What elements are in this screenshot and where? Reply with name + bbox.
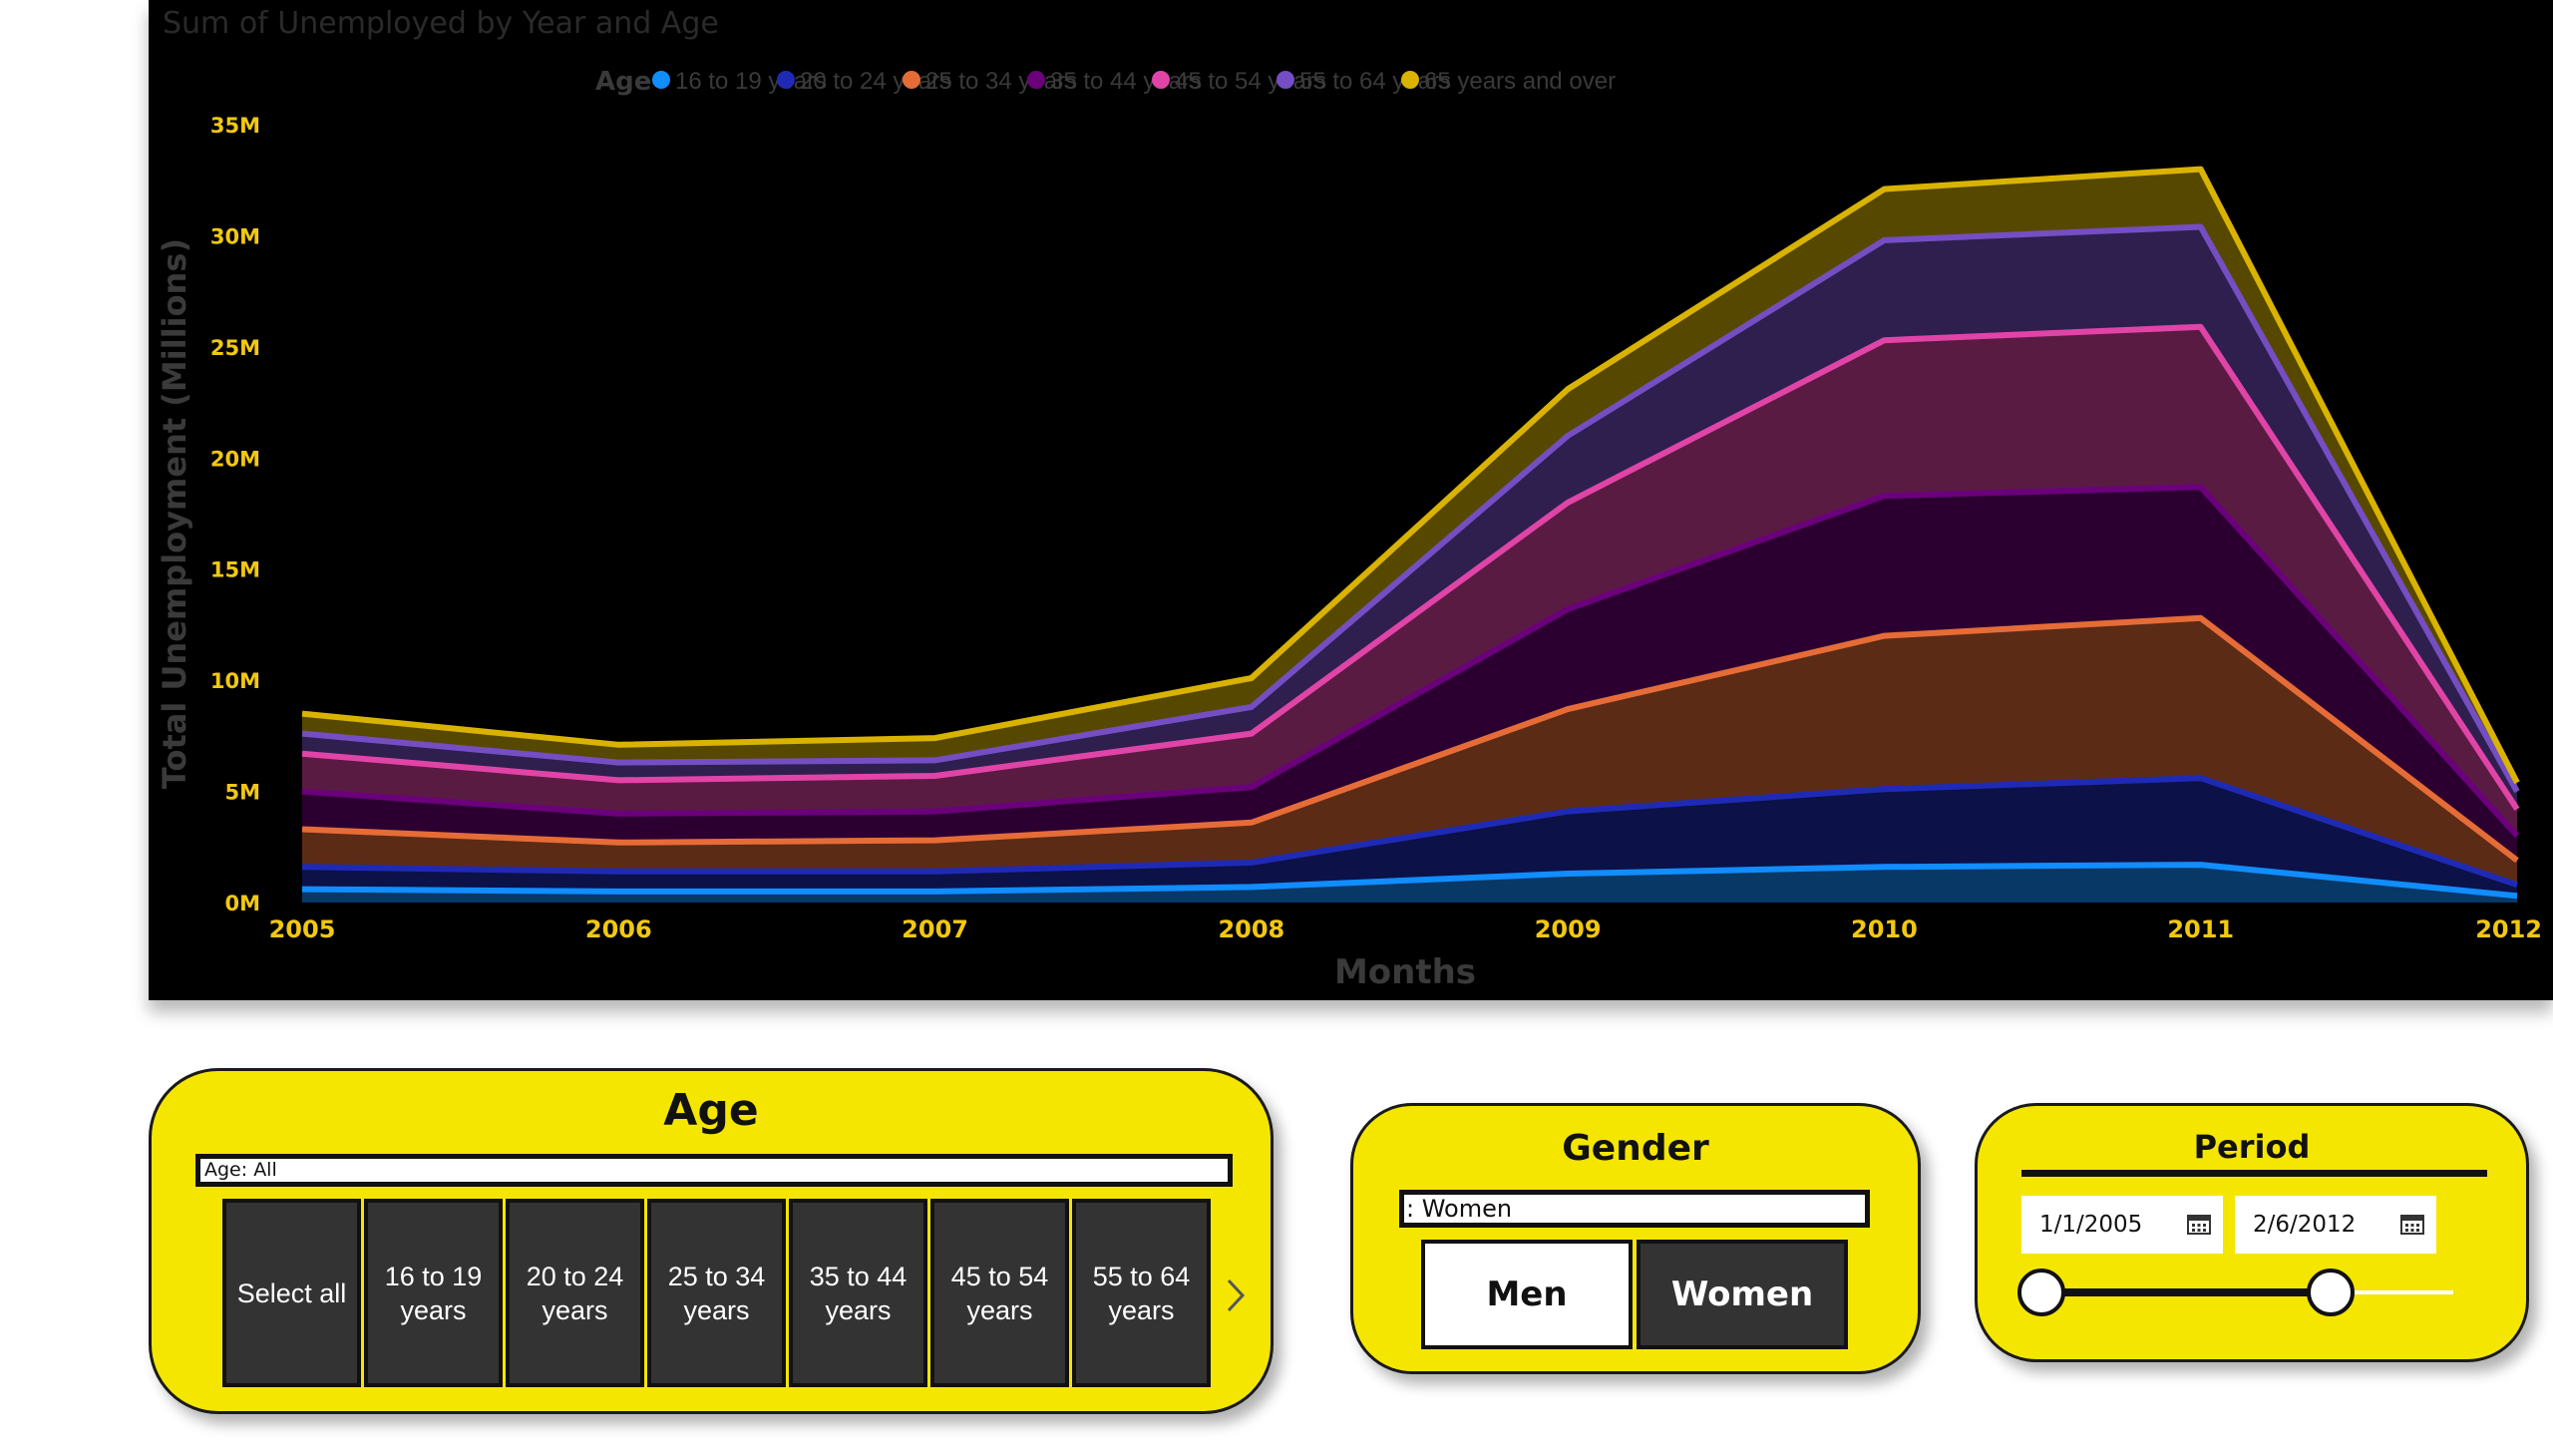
gender-tile-men[interactable]: Men bbox=[1421, 1240, 1633, 1349]
chart-title: Sum of Unemployed by Year and Age bbox=[163, 6, 719, 41]
age-tile-35-44[interactable]: 35 to 44 years bbox=[789, 1199, 927, 1387]
age-tile-16-19[interactable]: 16 to 19 years bbox=[364, 1199, 503, 1387]
period-slider-range[interactable] bbox=[2039, 1288, 2331, 1296]
y-tick-label: 20M bbox=[210, 447, 260, 471]
gender-filter-summary[interactable]: : Women bbox=[1399, 1190, 1870, 1228]
period-slicer: Period 1/1/2005 2/6/2012 bbox=[1975, 1103, 2529, 1362]
line-35-to-44-years[interactable] bbox=[301, 484, 2520, 839]
calendar-icon[interactable] bbox=[2187, 1213, 2211, 1235]
slider-end-handle[interactable] bbox=[2307, 1269, 2355, 1316]
gender-slicer-title: Gender bbox=[1562, 1128, 1709, 1169]
age-slicer: Age Age: All Select all 16 to 19 years 2… bbox=[149, 1068, 1274, 1414]
legend-label-25-to-34-years[interactable]: 25 to 34 years bbox=[925, 68, 1077, 95]
age-tile-20-24[interactable]: 20 to 24 years bbox=[506, 1199, 644, 1387]
x-tick-label: 2005 bbox=[269, 915, 336, 943]
age-tile-25-34[interactable]: 25 to 34 years bbox=[647, 1199, 786, 1387]
slider-start-handle[interactable] bbox=[2017, 1269, 2065, 1316]
series-lines bbox=[301, 166, 2520, 900]
x-tick-label: 2009 bbox=[1535, 915, 1602, 943]
x-tick-label: 2008 bbox=[1218, 915, 1284, 943]
y-tick-label: 5M bbox=[224, 781, 260, 805]
legend-marker-35-to-44-years[interactable] bbox=[1027, 71, 1045, 89]
y-tick-label: 30M bbox=[210, 224, 260, 248]
chevron-right-icon[interactable] bbox=[1221, 1271, 1251, 1320]
age-tile-55-64[interactable]: 55 to 64 years bbox=[1072, 1199, 1211, 1387]
area-35-to-44-years[interactable] bbox=[302, 487, 2517, 861]
area-45-to-54-years[interactable] bbox=[302, 326, 2517, 837]
y-tick-label: 10M bbox=[210, 669, 260, 693]
gender-slicer: Gender : Women Men Women bbox=[1350, 1103, 1921, 1374]
age-filter-summary[interactable]: Age: All bbox=[195, 1154, 1233, 1187]
calendar-icon[interactable] bbox=[2400, 1213, 2424, 1235]
legend-label-55-to-64-years[interactable]: 55 to 64 years bbox=[1299, 68, 1451, 95]
x-tick-label: 2012 bbox=[2475, 915, 2542, 943]
line-55-to-64-years[interactable] bbox=[301, 223, 2520, 794]
age-tile-45-54[interactable]: 45 to 54 years bbox=[930, 1199, 1069, 1387]
x-axis: 2005 2006 2007 2008 2009 2010 2011 2012 bbox=[269, 915, 2542, 943]
y-axis-title: Total Unemployment (Millions) bbox=[156, 238, 193, 789]
x-tick-label: 2006 bbox=[585, 915, 652, 943]
area-chart: Sum of Unemployed by Year and Age Age 16 … bbox=[156, 6, 2542, 992]
legend-label-16-to-19-years[interactable]: 16 to 19 years bbox=[675, 68, 827, 95]
gender-tile-women[interactable]: Women bbox=[1637, 1240, 1848, 1349]
legend-marker-65-years-and-over[interactable] bbox=[1401, 71, 1419, 89]
y-tick-label: 15M bbox=[210, 558, 260, 582]
legend-marker-45-to-54-years[interactable] bbox=[1152, 71, 1170, 89]
line-25-to-34-years[interactable] bbox=[301, 614, 2519, 864]
start-date-input[interactable]: 1/1/2005 bbox=[2021, 1196, 2223, 1254]
line-20-to-24-years[interactable] bbox=[301, 775, 2518, 889]
x-tick-label: 2007 bbox=[902, 915, 968, 943]
line-45-to-54-years[interactable] bbox=[301, 323, 2520, 812]
start-date-value: 1/1/2005 bbox=[2039, 1212, 2143, 1238]
area-25-to-34-years[interactable] bbox=[302, 617, 2517, 886]
legend-marker-16-to-19-years[interactable] bbox=[652, 71, 670, 89]
x-tick-label: 2010 bbox=[1851, 915, 1918, 943]
legend-label-45-to-54-years[interactable]: 45 to 54 years bbox=[1175, 68, 1326, 95]
y-tick-label: 25M bbox=[210, 336, 260, 360]
x-axis-title: Months bbox=[1334, 952, 1476, 992]
period-slicer-title: Period bbox=[2193, 1128, 2311, 1166]
legend-marker-25-to-34-years[interactable] bbox=[903, 71, 920, 89]
legend-label-65-years-and-over[interactable]: 65 years and over bbox=[1424, 68, 1616, 95]
age-tile-select-all[interactable]: Select all bbox=[222, 1199, 361, 1387]
line-65-years-and-over[interactable] bbox=[301, 166, 2520, 785]
end-date-value: 2/6/2012 bbox=[2253, 1212, 2357, 1238]
chart-panel: Sum of Unemployed by Year and Age Age 16 … bbox=[149, 0, 2553, 1000]
end-date-input[interactable]: 2/6/2012 bbox=[2235, 1196, 2436, 1254]
y-tick-label: 0M bbox=[224, 892, 260, 915]
period-divider bbox=[2021, 1170, 2487, 1177]
legend-label-35-to-44-years[interactable]: 35 to 44 years bbox=[1050, 68, 1202, 95]
y-tick-label: 35M bbox=[210, 114, 260, 138]
legend-title: Age bbox=[595, 67, 651, 97]
y-axis: 0M 5M 10M 15M 20M 25M 30M 35M bbox=[210, 114, 260, 915]
legend-marker-20-to-24-years[interactable] bbox=[777, 71, 795, 89]
legend-label-20-to-24-years[interactable]: 20 to 24 years bbox=[800, 68, 951, 95]
line-16-to-19-years[interactable] bbox=[301, 862, 2518, 900]
age-slicer-title: Age bbox=[663, 1085, 759, 1136]
x-tick-label: 2011 bbox=[2167, 915, 2234, 943]
legend-marker-55-to-64-years[interactable] bbox=[1276, 71, 1294, 89]
